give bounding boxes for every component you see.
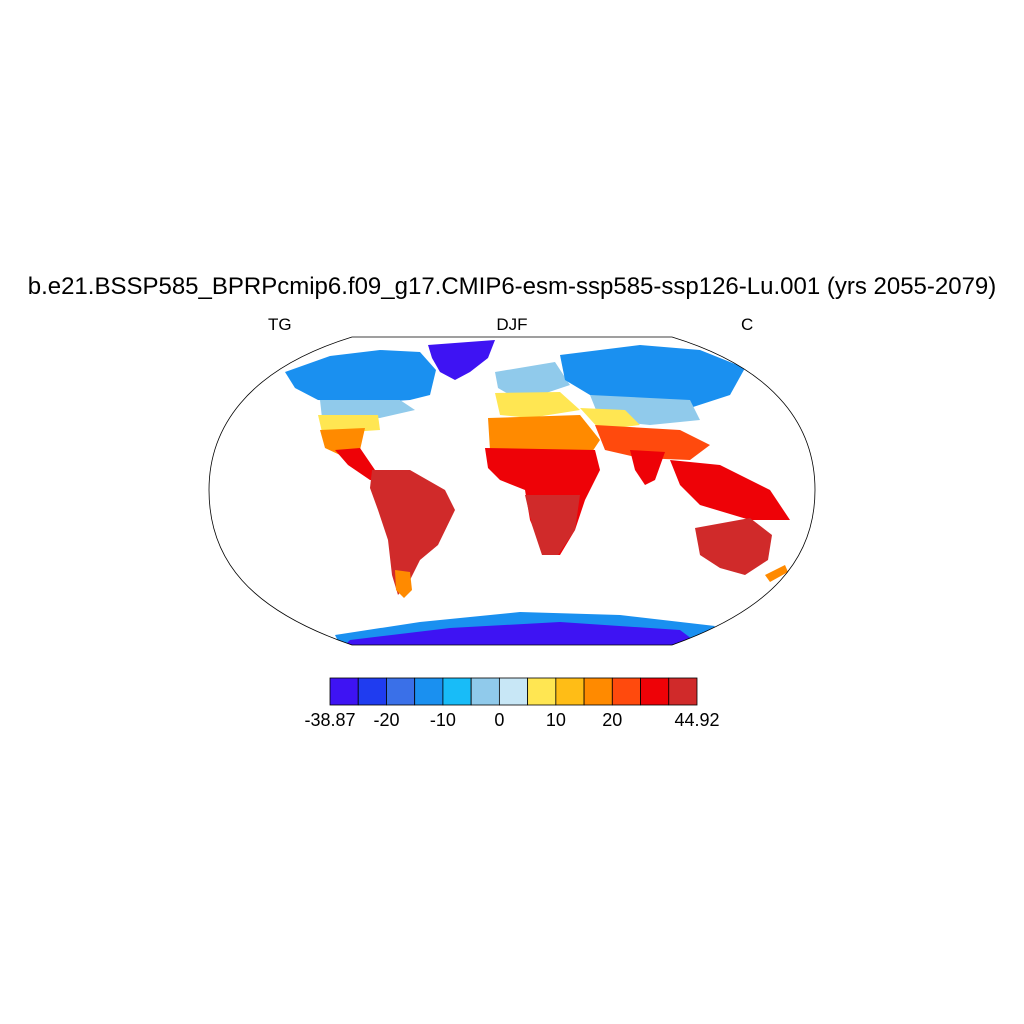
colorbar-tick-label: 10 [545,710,566,730]
south-america [370,470,455,595]
india [630,450,665,485]
colorbar-tick-label: -38.87 [304,710,356,730]
colorbar-box [470,677,500,706]
colorbar-box [442,677,472,706]
north-america-south [320,428,365,455]
colorbar-box [414,677,444,706]
europe-south [495,392,580,418]
colorbar-box [555,677,585,706]
colorbar-tick-label: -20 [373,710,400,730]
units-label: C [741,315,754,334]
north-america-temperate [318,415,380,432]
colorbar [329,677,698,706]
new-zealand [765,565,788,582]
colorbar-tick-label: 20 [602,710,623,730]
variable-label: TG [268,315,292,334]
colorbar-tick-label: -10 [429,710,456,730]
season-label: DJF [496,315,528,334]
colorbar-tick-label: 0 [494,710,505,730]
colorbar-box [611,677,641,706]
australia [695,518,772,575]
africa-south [525,495,580,555]
colorbar-box [527,677,557,706]
colorbar-box [357,677,387,706]
asia-south-warm [595,425,710,460]
patagonia [395,570,412,598]
north-america-cold [285,350,436,402]
colorbar-box [329,677,359,706]
asia-north [560,345,745,408]
land-fill [285,340,790,645]
colorbar-box [583,677,613,706]
colorbar-box [668,677,698,706]
europe-north [495,362,570,395]
greenland [428,340,495,380]
colorbar-box [386,677,416,706]
africa-north [488,415,600,455]
colorbar-box [640,677,670,706]
map-title: b.e21.BSSP585_BPRPcmip6.f09_g17.CMIP6-es… [27,273,997,300]
antarctica [345,622,700,645]
colorbar-box [498,677,529,706]
map-perimeter [208,336,816,646]
colorbar-tick-label: 44.92 [674,710,720,730]
asia-temperate [580,408,640,430]
se-asia [670,460,790,520]
